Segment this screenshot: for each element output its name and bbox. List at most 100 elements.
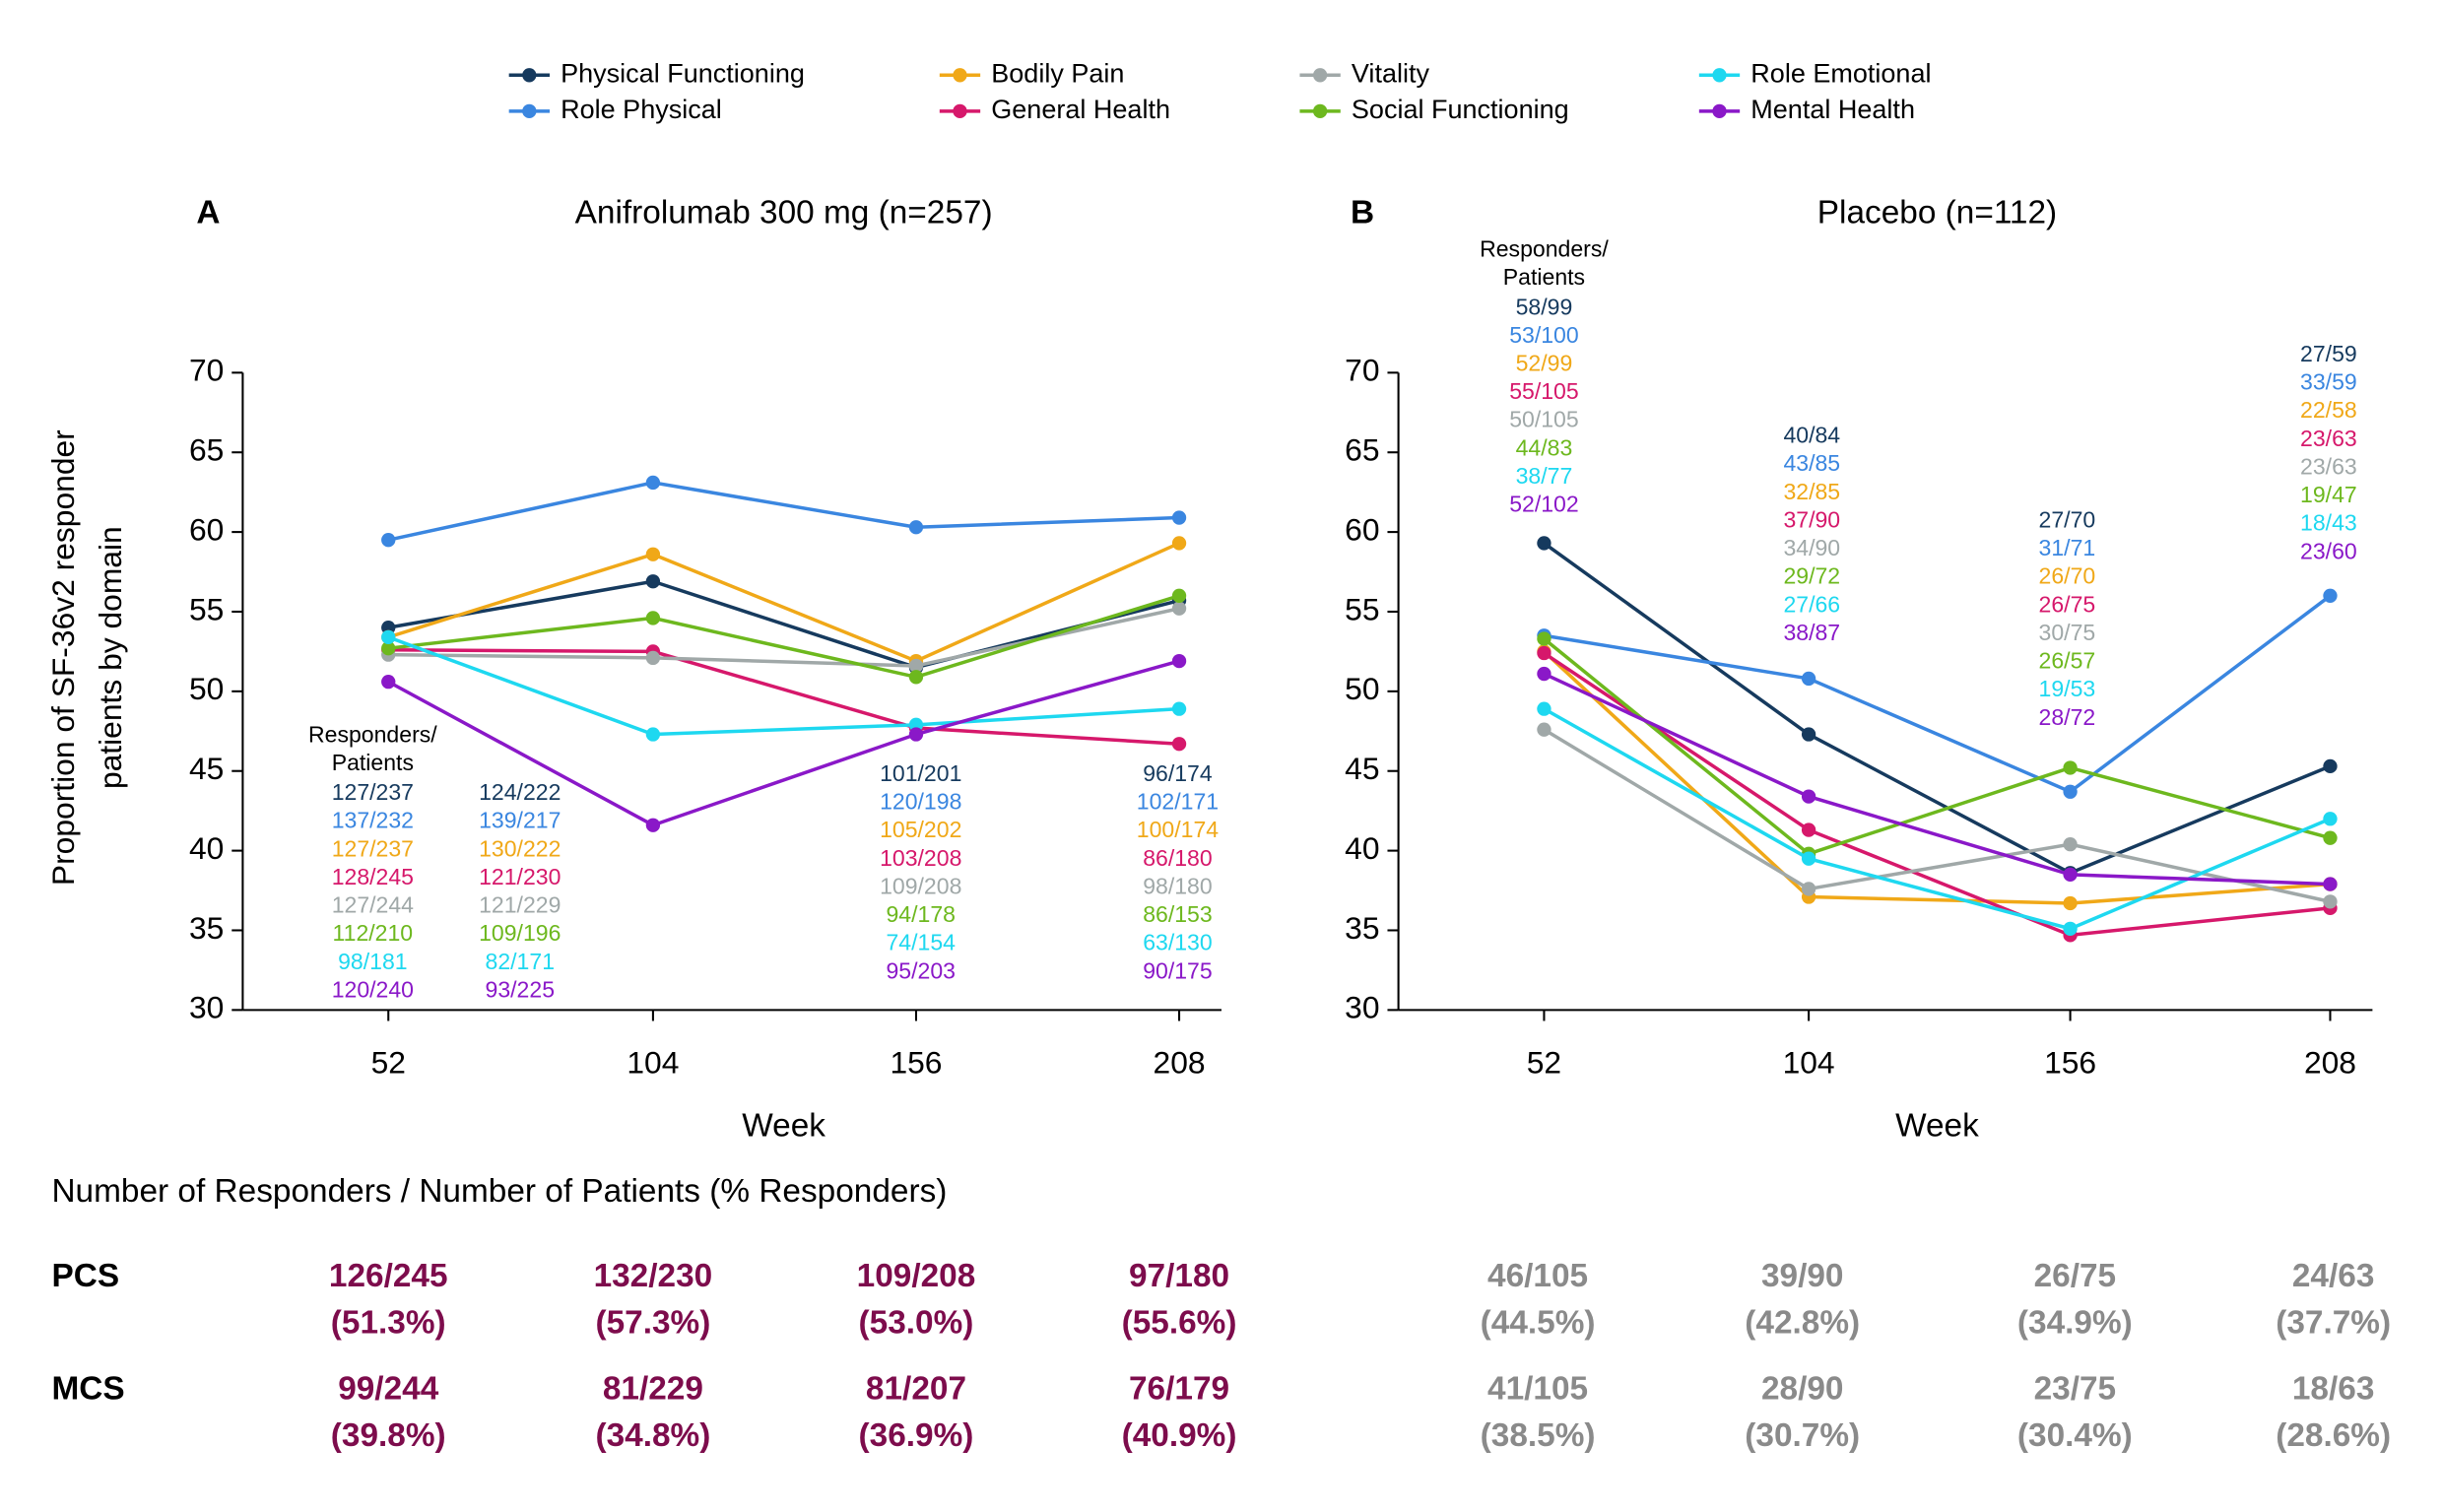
data-point	[2063, 836, 2078, 852]
series-line	[388, 648, 1180, 746]
data-point	[1537, 536, 1552, 551]
table-cell: 39/90	[1761, 1258, 1844, 1294]
data-point	[908, 658, 924, 674]
data-point	[1171, 510, 1187, 525]
row-label: MCS	[51, 1370, 124, 1407]
x-axis-label: Week	[1895, 1107, 1979, 1144]
count-label: 26/57	[2039, 648, 2096, 674]
legend-label: Physical Functioning	[561, 58, 805, 88]
legend-marker	[1312, 103, 1328, 119]
table-cell: 109/208	[857, 1258, 976, 1294]
data-point	[645, 475, 661, 491]
y-tick-label: 40	[189, 830, 224, 866]
table-cell: 41/105	[1487, 1370, 1588, 1407]
data-point	[1171, 601, 1187, 616]
data-point	[1537, 666, 1552, 682]
y-tick-label: 65	[1345, 432, 1379, 468]
y-axis-label: patients by domain	[93, 526, 128, 789]
y-tick-label: 45	[189, 751, 224, 786]
x-tick-label: 208	[1154, 1044, 1206, 1080]
y-tick-label: 60	[1345, 511, 1379, 547]
count-label: 19/47	[2300, 482, 2357, 507]
series-line	[387, 659, 1180, 827]
count-label: 52/102	[1509, 492, 1579, 517]
legend-marker	[953, 103, 967, 119]
series-line	[387, 635, 1180, 737]
count-label: 23/60	[2300, 538, 2357, 563]
y-tick-label: 30	[1345, 990, 1379, 1025]
count-label: 58/99	[1516, 294, 1573, 319]
table-cell: (42.8%)	[1745, 1305, 1860, 1342]
data-point	[1801, 882, 1816, 896]
count-label: 98/181	[338, 949, 408, 974]
count-label: 86/180	[1143, 845, 1213, 871]
count-label: 121/229	[479, 892, 561, 918]
data-point	[908, 520, 924, 535]
data-point	[381, 674, 396, 690]
count-label: 74/154	[886, 930, 956, 955]
count-label: 27/66	[1783, 591, 1840, 617]
legend-marker	[522, 103, 537, 119]
count-label: 130/222	[479, 835, 561, 861]
table-cell: 126/245	[329, 1258, 448, 1294]
table-cell: (28.6%)	[2276, 1417, 2391, 1454]
table-title: Number of Responders / Number of Patient…	[51, 1173, 947, 1210]
data-point	[2323, 894, 2338, 909]
count-label: 34/90	[1783, 535, 1840, 560]
legend-label: Social Functioning	[1352, 95, 1569, 124]
table-cell: (55.6%)	[1122, 1305, 1237, 1342]
count-label: 86/153	[1143, 901, 1213, 927]
y-axis-label: Proportion of SF-36v2 responder	[45, 429, 81, 886]
count-header: Responders/	[308, 721, 437, 747]
count-label: 63/130	[1143, 930, 1213, 955]
table-cell: 28/90	[1761, 1370, 1844, 1407]
series-line	[1544, 594, 2332, 794]
table-cell: 26/75	[2034, 1258, 2117, 1294]
table-cell: (38.5%)	[1481, 1417, 1596, 1454]
data-point	[2063, 760, 2078, 775]
legend-marker	[1712, 68, 1727, 83]
table-cell: 132/230	[594, 1258, 713, 1294]
data-point	[1537, 645, 1552, 661]
legend-label: Vitality	[1352, 58, 1430, 88]
data-point	[2323, 588, 2338, 603]
data-point	[1537, 631, 1552, 646]
data-point	[1801, 671, 1816, 687]
series-line	[387, 541, 1180, 664]
count-label: 30/75	[2039, 620, 2096, 645]
data-point	[1801, 822, 1816, 837]
data-point	[1537, 722, 1552, 737]
count-label: 38/77	[1516, 463, 1573, 489]
count-label: 29/72	[1783, 563, 1840, 589]
count-label: 124/222	[479, 779, 561, 805]
table-cell: 76/179	[1129, 1370, 1229, 1407]
data-point	[1171, 653, 1187, 669]
count-label: 50/105	[1509, 407, 1579, 432]
y-tick-label: 40	[1345, 830, 1379, 866]
count-label: 109/196	[479, 920, 561, 946]
count-label: 90/175	[1143, 957, 1213, 983]
data-point	[1801, 851, 1816, 866]
count-label: 40/84	[1783, 423, 1840, 448]
count-label: 27/70	[2039, 506, 2096, 532]
table-cell: 18/63	[2292, 1370, 2375, 1407]
data-point	[1801, 727, 1816, 742]
table-cell: (39.8%)	[331, 1417, 446, 1454]
figure-content: Physical Functioning Role Physical Bodily …	[45, 58, 2391, 1454]
y-tick-label: 70	[189, 353, 224, 388]
count-label: 32/85	[1783, 479, 1840, 504]
x-tick-label: 104	[1783, 1044, 1835, 1080]
legend-label: General Health	[991, 95, 1170, 124]
table-cell: 24/63	[2292, 1258, 2375, 1294]
count-label: 128/245	[332, 864, 414, 889]
data-point	[645, 818, 661, 832]
series-line	[1543, 672, 2331, 887]
count-label: 19/53	[2039, 676, 2096, 701]
series-line	[1543, 637, 2331, 856]
y-tick-label: 45	[1345, 751, 1379, 786]
x-tick-label: 156	[890, 1044, 942, 1080]
table-cell: (51.3%)	[331, 1305, 446, 1342]
data-point	[645, 574, 661, 589]
table-cell: (34.9%)	[2017, 1305, 2133, 1342]
count-label: 82/171	[486, 949, 555, 974]
